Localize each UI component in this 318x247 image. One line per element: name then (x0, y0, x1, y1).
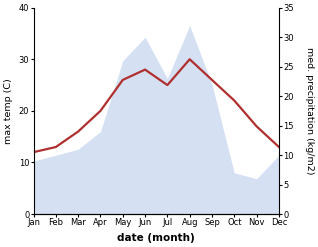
X-axis label: date (month): date (month) (117, 233, 195, 243)
Y-axis label: med. precipitation (kg/m2): med. precipitation (kg/m2) (305, 47, 314, 175)
Y-axis label: max temp (C): max temp (C) (4, 78, 13, 144)
